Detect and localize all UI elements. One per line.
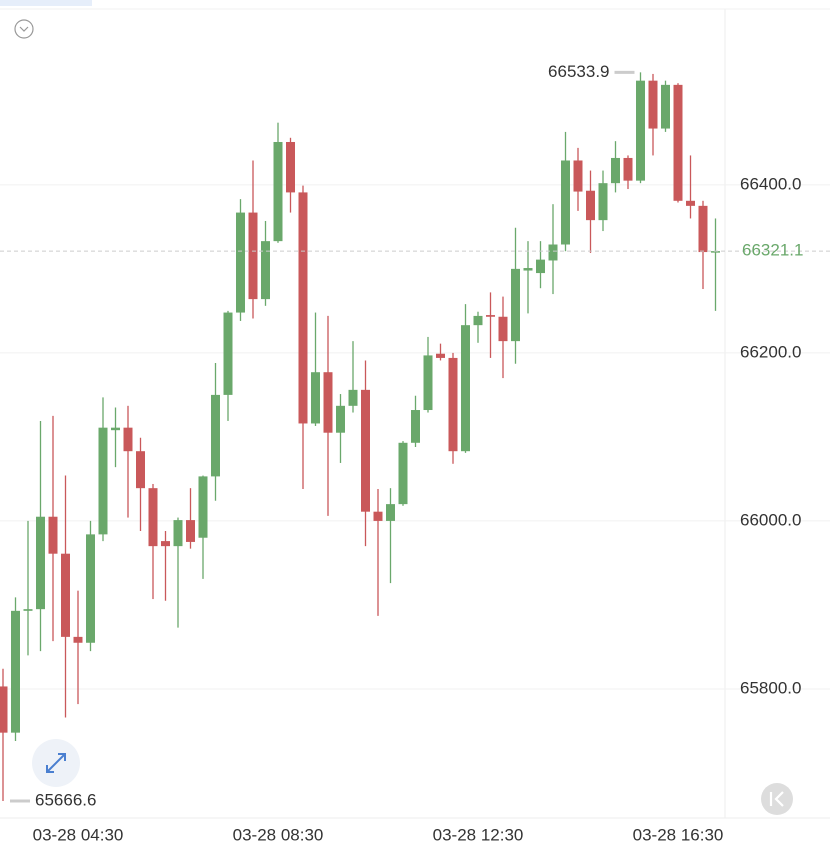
x-tick-label: 03-28 12:30 (433, 825, 524, 844)
candle-body (23, 609, 33, 611)
candle-body (573, 160, 583, 192)
candle-body (161, 541, 170, 547)
candle-body (586, 190, 595, 221)
candle-body (0, 686, 8, 733)
y-tick-label: 65800.0 (740, 678, 801, 697)
top-tab (0, 0, 92, 6)
candle-body (623, 157, 633, 181)
y-tick-label: 66400.0 (740, 174, 801, 193)
candle-body (211, 394, 220, 477)
candle-body (248, 212, 258, 300)
candle-body (148, 488, 158, 547)
candle-body (36, 516, 45, 610)
x-tick-label: 03-28 16:30 (633, 825, 724, 844)
candle-body (548, 244, 558, 261)
candle-body (486, 315, 495, 317)
candle-body (698, 205, 708, 253)
candle-body (286, 141, 295, 193)
candle-body (73, 636, 83, 643)
candle-body (373, 511, 383, 521)
candle-body (198, 476, 208, 538)
candle-body (86, 534, 95, 643)
candle-body (123, 427, 133, 452)
last-price-label: 66321.1 (742, 241, 803, 260)
expand-button[interactable] (32, 739, 80, 787)
candle-body (398, 442, 408, 505)
x-tick-label: 03-28 08:30 (233, 825, 324, 844)
candle-body (98, 427, 108, 535)
candle-body (11, 610, 20, 733)
candle-body (336, 405, 345, 433)
candle-body (461, 325, 470, 452)
candle-body (611, 157, 620, 184)
candle-body (173, 520, 183, 547)
candle-body (423, 355, 433, 411)
candle-body (673, 84, 683, 201)
candle-body (136, 451, 145, 489)
collapse-button[interactable] (14, 19, 34, 39)
candle-body (498, 316, 508, 342)
candle-body (61, 553, 70, 637)
candle-body (598, 183, 608, 221)
y-tick-label: 66000.0 (740, 510, 801, 529)
candle-body (236, 212, 245, 313)
candle-body (361, 389, 370, 512)
y-tick-label: 66200.0 (740, 342, 801, 361)
candle-body (523, 268, 533, 271)
candle-body (186, 520, 195, 542)
high-marker-label: 66533.9 (548, 62, 609, 81)
candle-body (536, 259, 545, 274)
candle-body (348, 389, 358, 406)
candle-body (561, 160, 570, 245)
x-tick-label: 03-28 04:30 (33, 825, 124, 844)
candle-body (436, 353, 445, 358)
candle-body (223, 312, 233, 395)
candle-body (686, 200, 695, 206)
candle-body (111, 427, 120, 431)
candle-body (473, 315, 483, 326)
candle-body (661, 84, 670, 129)
candle-body (411, 410, 420, 443)
low-marker-label: 65666.6 (35, 791, 96, 810)
candle-body (273, 141, 283, 242)
candle-body (311, 372, 320, 424)
candle-body (648, 80, 658, 129)
candle-body (636, 80, 645, 181)
candle-body (448, 357, 458, 452)
candle-body (386, 504, 395, 521)
candle-body (261, 241, 270, 300)
reset-button[interactable] (761, 783, 793, 815)
candle-body (511, 268, 520, 342)
candle-body (48, 516, 58, 554)
candle-body (323, 372, 333, 433)
candle-body (711, 251, 720, 253)
candle-body (298, 192, 308, 424)
